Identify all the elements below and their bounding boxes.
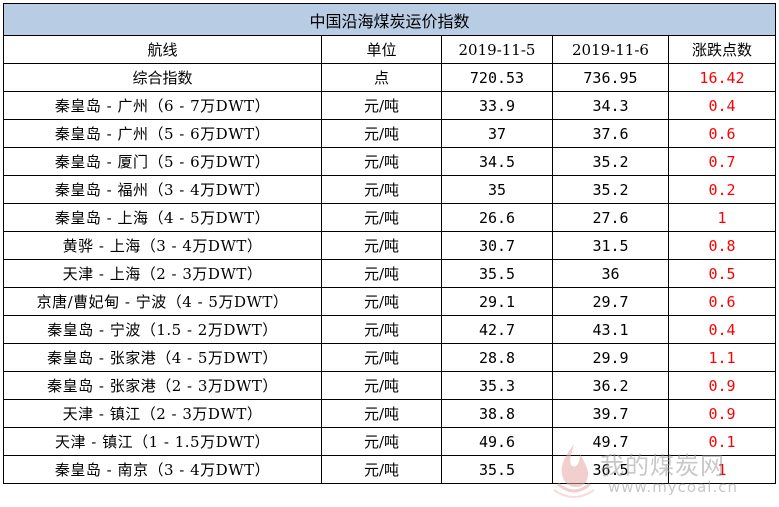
route-cell: 黄骅 - 上海（3 - 4万DWT） xyxy=(3,231,322,260)
unit-cell: 元/吨 xyxy=(321,259,442,288)
unit-cell: 元/吨 xyxy=(321,287,442,316)
title-row: 中国沿海煤炭运价指数 xyxy=(2,3,777,36)
unit-cell: 元/吨 xyxy=(321,231,442,260)
table-row: 秦皇岛 - 上海（4 - 5万DWT） 元/吨 26.6 27.6 1 xyxy=(3,203,777,232)
route-cell: 京唐/曹妃甸 - 宁波（4 - 5万DWT） xyxy=(3,287,322,316)
date-1-value: 42.7 xyxy=(441,315,553,344)
date-2-value: 36 xyxy=(552,259,669,288)
table-row: 秦皇岛 - 福州（3 - 4万DWT） 元/吨 35 35.2 0.2 xyxy=(3,175,777,204)
change-value: 0.5 xyxy=(667,259,777,288)
unit-cell: 元/吨 xyxy=(321,203,442,232)
header-row: 航线 单位 2019-11-5 2019-11-6 涨跌点数 xyxy=(3,35,777,64)
date-2-value: 31.5 xyxy=(552,231,669,260)
date-2-value: 39.7 xyxy=(552,399,669,428)
date-2-value: 35.2 xyxy=(552,147,669,176)
composite-date-1-value: 720.53 xyxy=(441,63,553,92)
header-change: 涨跌点数 xyxy=(667,35,777,64)
table-row: 天津 - 上海（2 - 3万DWT） 元/吨 35.5 36 0.5 xyxy=(3,259,777,288)
unit-cell: 元/吨 xyxy=(321,91,442,120)
route-cell: 秦皇岛 - 南京（3 - 4万DWT） xyxy=(3,455,322,484)
header-unit: 单位 xyxy=(321,35,442,64)
date-2-value: 49.7 xyxy=(552,427,669,456)
route-cell: 天津 - 镇江（2 - 3万DWT） xyxy=(3,399,322,428)
date-2-value: 43.1 xyxy=(552,315,669,344)
date-1-value: 29.1 xyxy=(441,287,553,316)
table-row: 天津 - 镇江（2 - 3万DWT） 元/吨 38.8 39.7 0.9 xyxy=(3,399,777,428)
date-2-value: 35.2 xyxy=(552,175,669,204)
date-1-value: 37 xyxy=(441,119,553,148)
composite-row: 综合指数 点 720.53 736.95 16.42 xyxy=(3,63,777,92)
route-cell: 天津 - 上海（2 - 3万DWT） xyxy=(3,259,322,288)
date-2-value: 36.2 xyxy=(552,371,669,400)
date-1-value: 38.8 xyxy=(441,399,553,428)
table-row: 秦皇岛 - 南京（3 - 4万DWT） 元/吨 35.5 36.5 1 xyxy=(3,455,777,484)
change-value: 0.1 xyxy=(667,427,777,456)
change-value: 1 xyxy=(667,455,777,484)
table-row: 秦皇岛 - 张家港（2 - 3万DWT） 元/吨 35.3 36.2 0.9 xyxy=(3,371,777,400)
header-date-2: 2019-11-6 xyxy=(552,35,669,64)
table-row: 秦皇岛 - 宁波（1.5 - 2万DWT） 元/吨 42.7 43.1 0.4 xyxy=(3,315,777,344)
date-1-value: 34.5 xyxy=(441,147,553,176)
table-title: 中国沿海煤炭运价指数 xyxy=(2,3,777,36)
date-2-value: 29.9 xyxy=(552,343,669,372)
unit-cell: 元/吨 xyxy=(321,175,442,204)
table-row: 秦皇岛 - 厦门（5 - 6万DWT） 元/吨 34.5 35.2 0.7 xyxy=(3,147,777,176)
route-cell: 秦皇岛 - 福州（3 - 4万DWT） xyxy=(3,175,322,204)
composite-date-2-value: 736.95 xyxy=(552,63,669,92)
table-row: 秦皇岛 - 广州（6 - 7万DWT） 元/吨 33.9 34.3 0.4 xyxy=(3,91,777,120)
table-row: 天津 - 镇江（1 - 1.5万DWT） 元/吨 49.6 49.7 0.1 xyxy=(3,427,777,456)
route-cell: 秦皇岛 - 广州（6 - 7万DWT） xyxy=(3,91,322,120)
date-1-value: 28.8 xyxy=(441,343,553,372)
unit-cell: 元/吨 xyxy=(321,315,442,344)
composite-unit: 点 xyxy=(321,63,442,92)
date-1-value: 49.6 xyxy=(441,427,553,456)
date-2-value: 27.6 xyxy=(552,203,669,232)
unit-cell: 元/吨 xyxy=(321,343,442,372)
unit-cell: 元/吨 xyxy=(321,399,442,428)
route-cell: 秦皇岛 - 宁波（1.5 - 2万DWT） xyxy=(3,315,322,344)
change-value: 0.7 xyxy=(667,147,777,176)
date-1-value: 35 xyxy=(441,175,553,204)
route-cell: 秦皇岛 - 广州（5 - 6万DWT） xyxy=(3,119,322,148)
route-cell: 秦皇岛 - 张家港（2 - 3万DWT） xyxy=(3,371,322,400)
date-1-value: 26.6 xyxy=(441,203,553,232)
change-value: 0.6 xyxy=(667,119,777,148)
date-1-value: 30.7 xyxy=(441,231,553,260)
change-value: 1 xyxy=(667,203,777,232)
date-2-value: 34.3 xyxy=(552,91,669,120)
change-value: 0.4 xyxy=(667,91,777,120)
date-2-value: 37.6 xyxy=(552,119,669,148)
route-cell: 天津 - 镇江（1 - 1.5万DWT） xyxy=(3,427,322,456)
table-row: 京唐/曹妃甸 - 宁波（4 - 5万DWT） 元/吨 29.1 29.7 0.6 xyxy=(3,287,777,316)
table-row: 秦皇岛 - 张家港（4 - 5万DWT） 元/吨 28.8 29.9 1.1 xyxy=(3,343,777,372)
change-value: 0.2 xyxy=(667,175,777,204)
unit-cell: 元/吨 xyxy=(321,455,442,484)
change-value: 0.9 xyxy=(667,399,777,428)
date-2-value: 36.5 xyxy=(552,455,669,484)
date-1-value: 33.9 xyxy=(441,91,553,120)
change-value: 0.6 xyxy=(667,287,777,316)
change-value: 0.9 xyxy=(667,371,777,400)
composite-change-value: 16.42 xyxy=(667,63,777,92)
change-value: 0.8 xyxy=(667,231,777,260)
route-cell: 秦皇岛 - 厦门（5 - 6万DWT） xyxy=(3,147,322,176)
route-cell: 秦皇岛 - 张家港（4 - 5万DWT） xyxy=(3,343,322,372)
header-route: 航线 xyxy=(3,35,322,64)
route-cell: 秦皇岛 - 上海（4 - 5万DWT） xyxy=(3,203,322,232)
date-1-value: 35.5 xyxy=(441,259,553,288)
change-value: 0.4 xyxy=(667,315,777,344)
date-1-value: 35.5 xyxy=(441,455,553,484)
unit-cell: 元/吨 xyxy=(321,427,442,456)
unit-cell: 元/吨 xyxy=(321,119,442,148)
unit-cell: 元/吨 xyxy=(321,371,442,400)
date-2-value: 29.7 xyxy=(552,287,669,316)
table-row: 黄骅 - 上海（3 - 4万DWT） 元/吨 30.7 31.5 0.8 xyxy=(3,231,777,260)
unit-cell: 元/吨 xyxy=(321,147,442,176)
freight-index-table: 中国沿海煤炭运价指数 航线 单位 2019-11-5 2019-11-6 涨跌点… xyxy=(2,3,777,484)
table-row: 秦皇岛 - 广州（5 - 6万DWT） 元/吨 37 37.6 0.6 xyxy=(3,119,777,148)
change-value: 1.1 xyxy=(667,343,777,372)
composite-route: 综合指数 xyxy=(3,63,322,92)
date-1-value: 35.3 xyxy=(441,371,553,400)
header-date-1: 2019-11-5 xyxy=(441,35,553,64)
